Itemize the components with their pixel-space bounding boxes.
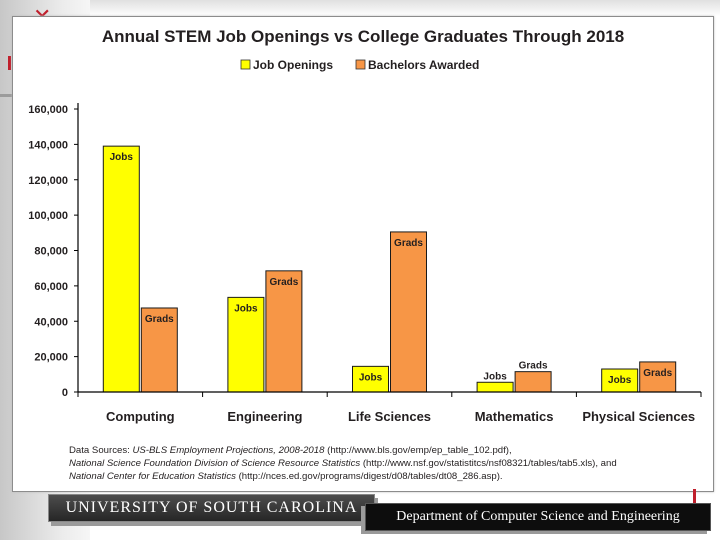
- y-tick-label: 20,000: [34, 352, 68, 364]
- x-axis: Computing Engineering Life Sciences Mathema…: [77, 391, 702, 424]
- background-top-fade: [90, 0, 720, 16]
- x-tick-label: Mathematics: [475, 409, 554, 424]
- department-banner: Department of Computer Science and Engin…: [365, 503, 711, 531]
- y-tick-label: 140,000: [28, 139, 68, 151]
- x-tick-label: Engineering: [227, 409, 302, 424]
- y-tick-label: 60,000: [34, 281, 68, 293]
- bar-grads-engineering: [265, 270, 303, 393]
- chart-title: Annual STEM Job Openings vs College Grad…: [102, 27, 624, 46]
- bar-data-label: Jobs: [110, 152, 134, 163]
- sources-line-2: National Science Foundation Division of …: [69, 457, 709, 470]
- bar-grads-computing: [140, 307, 178, 393]
- bar-chart: Annual STEM Job Openings vs College Grad…: [28, 27, 702, 424]
- data-sources: Data Sources: US-BLS Employment Projecti…: [69, 444, 709, 483]
- legend-label-2: Bachelors Awarded: [368, 58, 479, 72]
- bar-grads-life-sciences: [390, 231, 427, 393]
- bar-data-label: Jobs: [359, 372, 383, 383]
- y-tick-label: 120,000: [28, 175, 68, 187]
- y-tick-label: 0: [62, 387, 68, 399]
- legend-swatch-2: [355, 59, 366, 70]
- bar-jobs-mathematics: [476, 381, 514, 393]
- bar-data-label: Jobs: [608, 375, 632, 386]
- sources-line-3: National Center for Education Statistics…: [69, 470, 709, 483]
- accent-tick: [693, 489, 696, 503]
- y-tick-label: 40,000: [34, 316, 68, 328]
- bar-data-label: Grads: [145, 314, 174, 325]
- bar-grads-physical-sciences: [639, 361, 677, 393]
- accent-mark: [8, 56, 11, 70]
- source-nsf-url: (http://www.nsf.gov/statistitcs/nsf08321…: [360, 458, 617, 469]
- y-axis: 0 20,000 40,000 60,000 80,000 100,000 120,000 1…: [28, 103, 79, 399]
- legend-label-1: Job Openings: [253, 58, 333, 72]
- legend: Job Openings Bachelors Awarded: [240, 58, 479, 72]
- source-nces: National Center for Education Statistics: [69, 471, 236, 482]
- bar-grads-mathematics: [514, 371, 552, 393]
- bar-data-label: Grads: [519, 361, 548, 372]
- university-banner: UNIVERSITY OF SOUTH CAROLINA: [48, 494, 375, 522]
- sources-line-1: Data Sources: US-BLS Employment Projecti…: [69, 444, 709, 457]
- source-bls: US-BLS Employment Projections, 2008-2018: [132, 445, 325, 456]
- bar-group: Jobs Grads Jobs Grads Jobs Grads Jobs Grads Jobs…: [102, 145, 677, 393]
- bar-jobs-engineering: [227, 296, 265, 393]
- y-tick-label: 80,000: [34, 246, 68, 258]
- chart-panel: Annual STEM Job Openings vs College Grad…: [12, 16, 714, 492]
- y-tick-label: 160,000: [28, 104, 68, 116]
- bar-jobs-life-sciences: [352, 365, 389, 393]
- bar-data-label: Jobs: [234, 303, 258, 314]
- source-nces-url: (http://nces.ed.gov/programs/digest/d08/…: [235, 471, 503, 482]
- y-tick-label: 100,000: [28, 210, 68, 222]
- bar-data-label: Grads: [643, 368, 672, 379]
- source-bls-url: (http://www.bls.gov/emp/ep_table_102.pdf…: [324, 445, 512, 456]
- sources-prefix: Data Sources:: [69, 445, 133, 456]
- bar-data-label: Grads: [394, 238, 423, 249]
- bar-jobs-computing: [102, 145, 140, 393]
- legend-swatch-1: [240, 59, 251, 70]
- x-tick-label: Physical Sciences: [582, 409, 695, 424]
- bar-data-label: Jobs: [483, 371, 507, 382]
- x-tick-label: Life Sciences: [348, 409, 431, 424]
- source-nsf: National Science Foundation Division of …: [69, 458, 361, 469]
- bar-data-label: Grads: [269, 277, 298, 288]
- x-tick-label: Computing: [106, 409, 175, 424]
